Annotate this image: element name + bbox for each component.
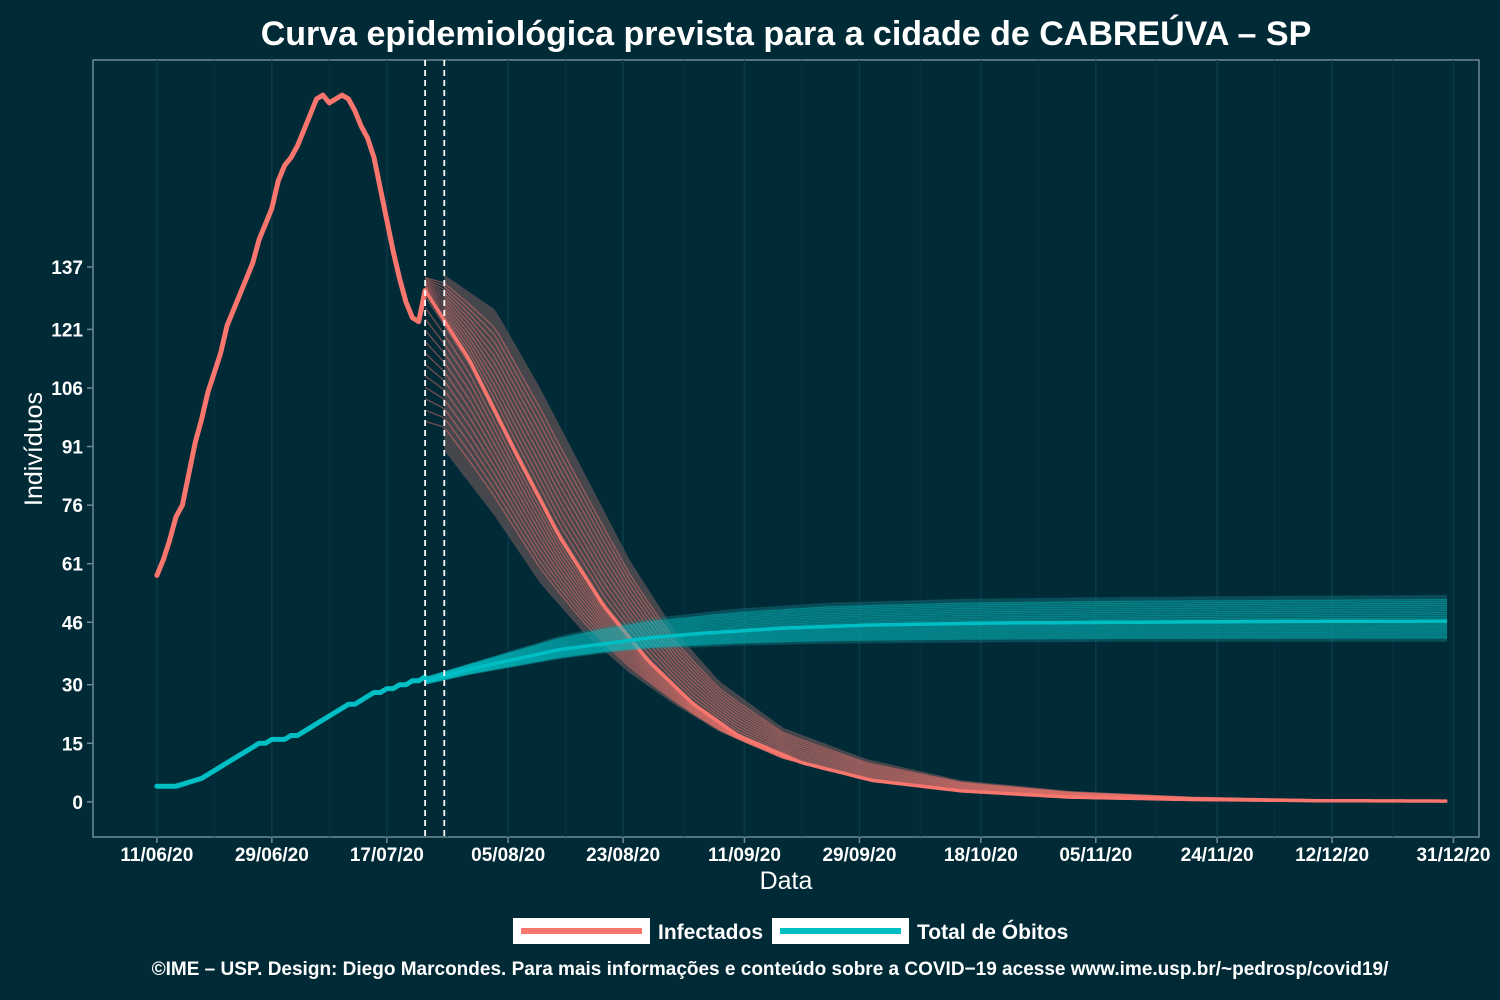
forecast-trajectory bbox=[424, 625, 1448, 683]
forecast-trajectory bbox=[424, 628, 1448, 683]
x-tick-label: 29/06/20 bbox=[235, 845, 309, 866]
y-tick-label: 15 bbox=[62, 734, 84, 755]
observed-line-infectados bbox=[154, 92, 428, 578]
forecast-trajectory bbox=[424, 631, 1448, 684]
x-tick-label: 18/10/20 bbox=[944, 845, 1018, 866]
forecast-band-obitos bbox=[425, 594, 1448, 685]
series-lines bbox=[154, 92, 1448, 803]
y-tick-label: 121 bbox=[51, 320, 83, 341]
x-tick-label: 31/12/20 bbox=[1416, 845, 1490, 866]
footer-caption: ©IME – USP. Design: Diego Marcondes. Par… bbox=[152, 959, 1389, 980]
legend: Infectados Total de Óbitos bbox=[513, 918, 1068, 944]
forecast-trajectory bbox=[424, 627, 1448, 683]
forecast-median-obitos bbox=[424, 619, 1448, 683]
y-tick-label: 137 bbox=[51, 258, 83, 279]
x-tick-label: 23/08/20 bbox=[586, 845, 660, 866]
forecast-trajectory bbox=[424, 604, 1448, 680]
forecast-trajectory bbox=[424, 610, 1448, 680]
forecast-trajectory bbox=[424, 632, 1448, 684]
forecast-trajectory bbox=[424, 613, 1448, 681]
observed-line-obitos bbox=[154, 674, 428, 789]
x-tick-label: 29/09/20 bbox=[822, 845, 896, 866]
x-tick-label: 24/11/20 bbox=[1181, 845, 1254, 866]
forecast-median-infectados bbox=[423, 289, 1448, 803]
x-tick-label: 11/09/20 bbox=[708, 845, 781, 866]
legend-label-obitos: Total de Óbitos bbox=[917, 920, 1068, 944]
forecast-trajectory bbox=[424, 598, 1448, 679]
forecast-trajectory bbox=[424, 630, 1448, 684]
forecast-bands bbox=[425, 274, 1448, 802]
forecast-band-infectados bbox=[444, 274, 1448, 802]
forecast-trajectory bbox=[424, 624, 1448, 683]
forecast-trajectory bbox=[424, 637, 1448, 685]
gridlines bbox=[156, 60, 1455, 837]
forecast-trajectory bbox=[424, 615, 1448, 681]
y-axis-ticks: 0 15 30 46 61 76 91 106 121 137 bbox=[51, 258, 93, 814]
legend-label-infectados: Infectados bbox=[658, 921, 763, 944]
forecast-trajectory bbox=[424, 602, 1448, 679]
x-tick-label: 17/07/20 bbox=[350, 845, 424, 866]
y-axis-label: Indivíduos bbox=[20, 392, 48, 506]
plot-panel bbox=[92, 59, 1480, 838]
y-tick-label: 76 bbox=[62, 496, 83, 517]
forecast-trajectory bbox=[424, 600, 1448, 679]
y-tick-label: 30 bbox=[62, 676, 83, 697]
forecast-trajectory bbox=[424, 608, 1448, 680]
forecast-trajectory bbox=[424, 617, 1448, 682]
forecast-trajectory bbox=[424, 635, 1448, 685]
y-tick-label: 106 bbox=[51, 379, 83, 400]
x-tick-label: 12/12/20 bbox=[1295, 845, 1369, 866]
chart-title: Curva epidemiológica prevista para a cid… bbox=[261, 15, 1312, 53]
forecast-trajectory bbox=[424, 612, 1448, 681]
x-axis-ticks: 11/06/20 29/06/20 17/07/20 05/08/20 23/08/20… bbox=[120, 837, 1490, 866]
x-tick-label: 11/06/20 bbox=[120, 845, 193, 866]
forecast-trajectory bbox=[424, 634, 1448, 685]
x-tick-label: 05/08/20 bbox=[471, 845, 545, 866]
y-tick-label: 0 bbox=[72, 793, 83, 814]
y-tick-label: 91 bbox=[62, 438, 84, 459]
y-tick-label: 46 bbox=[62, 613, 83, 634]
x-axis-label: Data bbox=[760, 867, 813, 895]
x-tick-label: 05/11/20 bbox=[1059, 845, 1132, 866]
forecast-trajectory bbox=[424, 606, 1448, 680]
y-tick-label: 61 bbox=[62, 555, 84, 576]
